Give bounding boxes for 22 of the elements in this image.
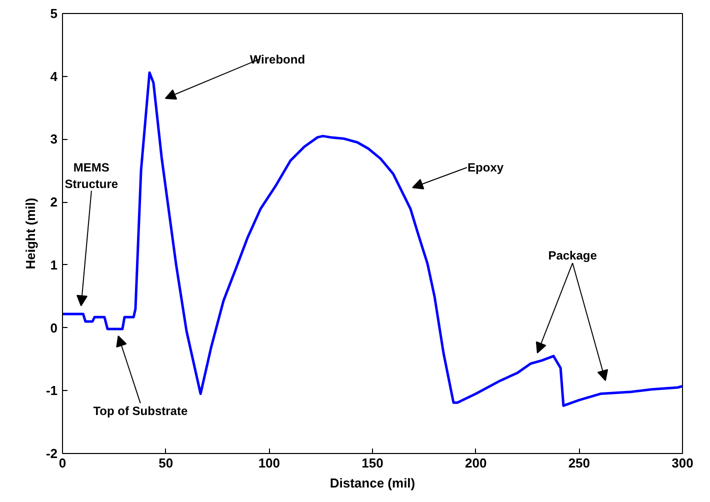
x-tick-label: 150 <box>362 456 384 470</box>
y-axis-title: Height (mil) <box>22 198 38 270</box>
line-series <box>62 71 682 407</box>
x-tick-label: 50 <box>158 456 174 470</box>
annotation: Top of Substrate <box>93 404 188 418</box>
annotation: MEMS Structure <box>64 160 118 192</box>
y-tick-label: -2 <box>46 446 58 461</box>
y-tick-label: 0 <box>50 320 58 336</box>
annotation: Wirebond <box>250 52 306 66</box>
annotation: Epoxy <box>468 160 504 174</box>
x-tick-label: 100 <box>258 456 280 470</box>
x-tick-label: 300 <box>672 456 694 470</box>
annotation: Package <box>548 248 598 262</box>
y-tick-label: 3 <box>50 132 58 147</box>
x-tick-label: 200 <box>464 456 487 470</box>
x-axis-title: Distance (mil) <box>330 476 416 490</box>
y-tick-label: 2 <box>50 194 58 210</box>
y-tick-label: 1 <box>50 257 58 272</box>
y-tick-label: 4 <box>50 68 58 84</box>
y-tick-label: 5 <box>50 6 58 21</box>
x-tick-label: 250 <box>568 456 590 470</box>
y-tick-label: -1 <box>46 383 58 398</box>
